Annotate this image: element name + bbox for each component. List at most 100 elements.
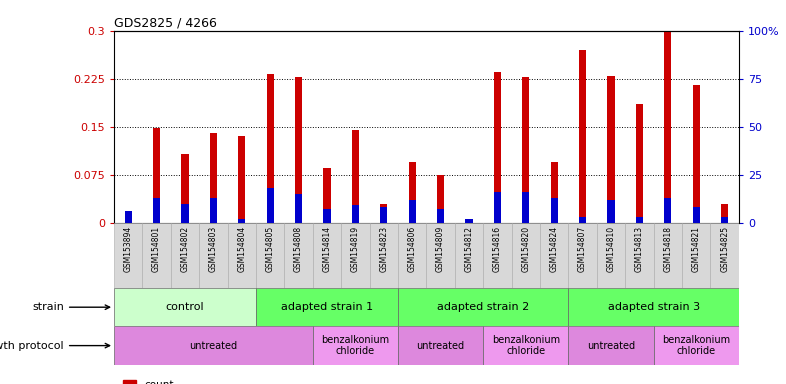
Bar [540, 223, 568, 288]
Bar [494, 192, 501, 223]
Text: GSM154801: GSM154801 [152, 226, 161, 272]
Bar [579, 50, 586, 223]
Bar [636, 104, 643, 223]
Text: adapted strain 2: adapted strain 2 [437, 302, 529, 312]
Bar [483, 223, 512, 288]
Text: benzalkonium
chloride: benzalkonium chloride [321, 335, 389, 356]
Bar [682, 223, 711, 288]
Bar [692, 85, 700, 223]
Bar [398, 223, 426, 288]
Bar [494, 72, 501, 223]
Bar [654, 326, 739, 365]
Text: GSM154813: GSM154813 [635, 226, 644, 272]
Bar [437, 175, 444, 223]
Text: adapted strain 1: adapted strain 1 [281, 302, 373, 312]
Bar [256, 288, 398, 326]
Bar [114, 288, 256, 326]
Bar [465, 219, 472, 223]
Bar [409, 162, 416, 223]
Bar [522, 192, 529, 223]
Bar [182, 204, 189, 223]
Bar [608, 200, 615, 223]
Bar [608, 76, 615, 223]
Text: GSM154809: GSM154809 [436, 226, 445, 272]
Text: GSM154824: GSM154824 [549, 226, 559, 272]
Text: GSM154823: GSM154823 [380, 226, 388, 272]
Bar [228, 223, 256, 288]
Bar [721, 204, 728, 223]
Bar [153, 128, 160, 223]
Bar [664, 198, 671, 223]
Bar [380, 204, 387, 223]
Bar [551, 162, 558, 223]
Bar [579, 217, 586, 223]
Bar [426, 223, 455, 288]
Bar [324, 168, 331, 223]
Bar [568, 223, 597, 288]
Text: GSM154818: GSM154818 [663, 226, 672, 272]
Bar [711, 223, 739, 288]
Text: GSM154807: GSM154807 [578, 226, 587, 272]
Bar [238, 219, 245, 223]
Bar [636, 217, 643, 223]
Text: GSM154816: GSM154816 [493, 226, 502, 272]
Text: strain: strain [32, 302, 109, 312]
Text: GSM154825: GSM154825 [720, 226, 729, 272]
Bar [522, 77, 529, 223]
Bar [455, 223, 483, 288]
Text: GSM154820: GSM154820 [521, 226, 531, 272]
Bar [625, 223, 654, 288]
Text: GSM154810: GSM154810 [607, 226, 615, 272]
Text: GSM154812: GSM154812 [465, 226, 473, 272]
Bar [266, 74, 274, 223]
Bar [597, 223, 625, 288]
Bar [142, 223, 171, 288]
Bar [352, 130, 359, 223]
Bar [210, 198, 217, 223]
Bar [266, 188, 274, 223]
Text: GSM154803: GSM154803 [209, 226, 218, 272]
Bar [313, 223, 341, 288]
Bar [369, 223, 398, 288]
Bar [692, 207, 700, 223]
Bar [654, 223, 682, 288]
Text: growth protocol: growth protocol [0, 341, 109, 351]
Bar [285, 223, 313, 288]
Bar [238, 136, 245, 223]
Text: untreated: untreated [417, 341, 465, 351]
Bar [324, 209, 331, 223]
Bar [125, 220, 132, 223]
Text: GDS2825 / 4266: GDS2825 / 4266 [114, 17, 217, 30]
Text: GSM154804: GSM154804 [237, 226, 246, 272]
Legend: count, percentile rank within the sample: count, percentile rank within the sample [119, 376, 324, 384]
Bar [352, 205, 359, 223]
Bar [295, 194, 302, 223]
Bar [551, 198, 558, 223]
Bar [313, 326, 398, 365]
Bar [721, 217, 728, 223]
Text: GSM153894: GSM153894 [123, 226, 133, 272]
Text: GSM154806: GSM154806 [408, 226, 417, 272]
Bar [380, 207, 387, 223]
Bar [483, 326, 568, 365]
Text: GSM154805: GSM154805 [266, 226, 274, 272]
Bar [512, 223, 540, 288]
Text: GSM154819: GSM154819 [351, 226, 360, 272]
Bar [664, 32, 671, 223]
Bar [153, 198, 160, 223]
Text: control: control [166, 302, 204, 312]
Bar [398, 288, 568, 326]
Bar [125, 211, 132, 223]
Bar [437, 209, 444, 223]
Bar [114, 326, 313, 365]
Text: GSM154802: GSM154802 [181, 226, 189, 272]
Bar [398, 326, 483, 365]
Bar [182, 154, 189, 223]
Text: benzalkonium
chloride: benzalkonium chloride [662, 335, 730, 356]
Bar [256, 223, 285, 288]
Text: GSM154821: GSM154821 [692, 226, 701, 272]
Bar [568, 326, 654, 365]
Text: adapted strain 3: adapted strain 3 [608, 302, 700, 312]
Bar [295, 77, 302, 223]
Bar [341, 223, 369, 288]
